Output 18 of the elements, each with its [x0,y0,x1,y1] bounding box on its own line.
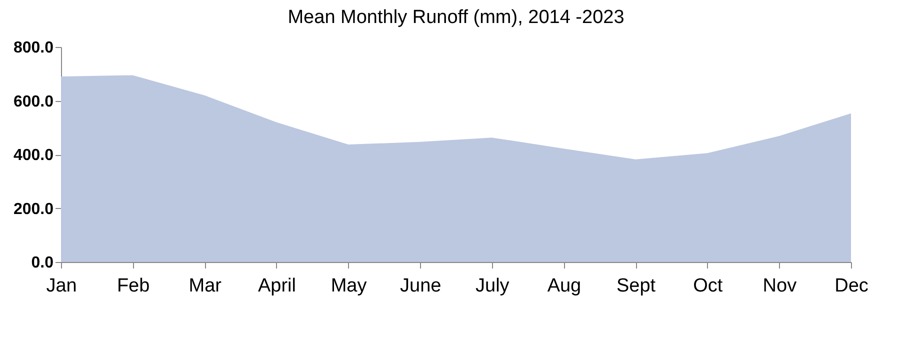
y-tick-label: 800.0 [13,40,54,56]
x-tick-label: July [476,276,510,296]
x-tick-label: Mar [188,276,222,296]
chart-title: Mean Monthly Runoff (mm), 2014 -2023 [288,7,624,28]
x-tick-label: Nov [762,276,798,296]
x-tick-label: May [330,276,368,296]
x-tick-label: Sept [616,276,656,296]
x-tick-label: Jan [46,276,77,296]
y-tick-label: 200.0 [13,200,54,218]
x-tick-label: Aug [547,276,582,296]
x-tick-label: June [400,276,442,296]
y-tick-label: 400.0 [13,147,54,164]
x-tick-label: April [258,276,296,296]
x-tick-label: Dec [834,276,868,296]
y-tick-label: 600.0 [13,93,54,110]
y-tick-label: 0.0 [31,254,54,272]
x-tick-label: Feb [116,276,150,296]
x-tick-label: Oct [693,276,724,296]
